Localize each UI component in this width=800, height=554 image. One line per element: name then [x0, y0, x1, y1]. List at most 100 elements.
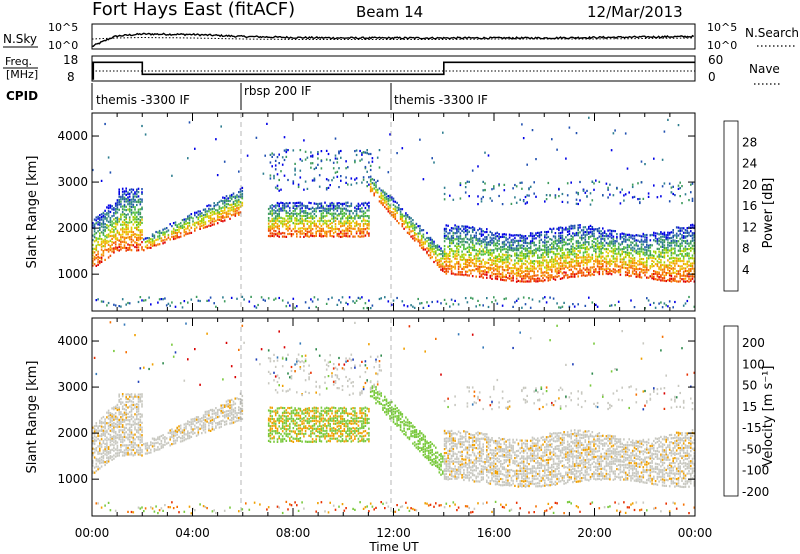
scatter-cell [612, 257, 615, 260]
scatter-cell [123, 208, 126, 211]
scatter-cell [617, 269, 620, 272]
scatter-cell [171, 235, 173, 238]
scatter-cell [362, 212, 365, 216]
scatter-cell [415, 226, 418, 229]
scatter-cell [369, 178, 372, 181]
scatter-cell [459, 237, 462, 240]
scatter-cell [589, 246, 592, 249]
scatter-cell [139, 223, 142, 226]
scatter-cell [551, 228, 553, 231]
scatter-cell [109, 321, 112, 324]
scatter-cell [528, 297, 530, 300]
scatter-cell [355, 222, 358, 225]
scatter-cell [136, 211, 138, 214]
scatter-cell [223, 206, 226, 209]
scatter-cell [450, 242, 453, 245]
scatter-cell [412, 222, 414, 225]
scatter-cell [311, 210, 314, 213]
scatter-cell [496, 275, 499, 278]
scatter-cell [113, 416, 115, 419]
scatter-cell [382, 203, 384, 207]
scatter-cell [660, 255, 662, 258]
scatter-cell [663, 268, 666, 271]
scatter-cell [575, 231, 578, 235]
scatter-cell [589, 269, 592, 272]
scatter-cell [637, 260, 639, 263]
scatter-cell [216, 222, 219, 225]
scatter-cell [563, 256, 565, 259]
scatter-cell [614, 129, 616, 132]
scatter-cell [602, 237, 604, 240]
scatter-cell [427, 249, 430, 252]
scatter-cell [195, 226, 198, 229]
scatter-cell [123, 439, 126, 442]
scatter-cell [681, 278, 683, 281]
scatter-cell [227, 215, 229, 218]
scatter-cell [445, 224, 448, 227]
scatter-cell [146, 442, 149, 445]
scatter-cell [605, 262, 608, 265]
scatter-cell [607, 242, 609, 245]
scatter-cell [178, 226, 180, 229]
scatter-cell [121, 420, 124, 423]
scatter-cell [310, 229, 312, 232]
scatter-cell [609, 229, 611, 232]
scatter-cell [269, 229, 272, 232]
scatter-cell [464, 230, 467, 233]
scatter-cell [591, 253, 594, 256]
scatter-cell [427, 304, 430, 307]
scatter-cell [234, 196, 237, 199]
scatter-cell [102, 439, 105, 443]
scatter-cell [646, 257, 648, 260]
scatter-cell [269, 227, 272, 230]
scatter-cell [102, 451, 105, 454]
scatter-cell [315, 202, 317, 205]
scatter-cell [450, 229, 453, 232]
scatter-cell [104, 461, 106, 464]
scatter-cell [121, 230, 124, 233]
scatter-cell [354, 150, 356, 153]
scatter-cell [204, 215, 207, 219]
scatter-cell [480, 234, 483, 237]
scatter-cell [619, 268, 622, 271]
scatter-cell [95, 239, 98, 242]
scatter-cell [225, 215, 228, 219]
scatter-cell [123, 215, 126, 218]
scatter-cell [558, 226, 560, 229]
scatter-cell [591, 246, 594, 249]
scatter-cell [544, 266, 546, 269]
scatter-cell [563, 267, 565, 270]
scatter-cell [179, 222, 182, 225]
scatter-cell [209, 211, 212, 214]
scatter-cell [586, 231, 588, 234]
scatter-cell [600, 268, 602, 271]
scatter-cell [355, 232, 358, 235]
scatter-cell [134, 426, 136, 429]
scatter-cell [236, 212, 238, 215]
scatter-cell [304, 234, 307, 237]
scatter-cell [132, 203, 135, 206]
scatter-cell [623, 263, 625, 266]
scatter-cell [109, 416, 112, 419]
scatter-cell [345, 209, 347, 212]
scatter-cell [450, 267, 453, 270]
scatter-cell [116, 208, 119, 211]
scatter-cell [493, 296, 495, 299]
scatter-cell [679, 237, 681, 240]
scatter-cell [134, 428, 136, 431]
scatter-cell [355, 214, 358, 217]
scatter-cell [121, 454, 124, 457]
scatter-cell [327, 219, 330, 222]
scatter-cell [113, 241, 115, 244]
scatter-cell [619, 237, 622, 240]
scatter-cell [132, 205, 135, 209]
scatter-cell [329, 234, 331, 237]
scatter-cell [538, 239, 541, 242]
scatter-cell [160, 445, 163, 448]
scatter-cell [614, 260, 616, 263]
scatter-cell [663, 270, 666, 274]
freq-left-label: Freq. [5, 55, 32, 68]
scatter-cell [405, 219, 407, 222]
scatter-cell [477, 270, 479, 273]
scatter-cell [158, 232, 161, 235]
